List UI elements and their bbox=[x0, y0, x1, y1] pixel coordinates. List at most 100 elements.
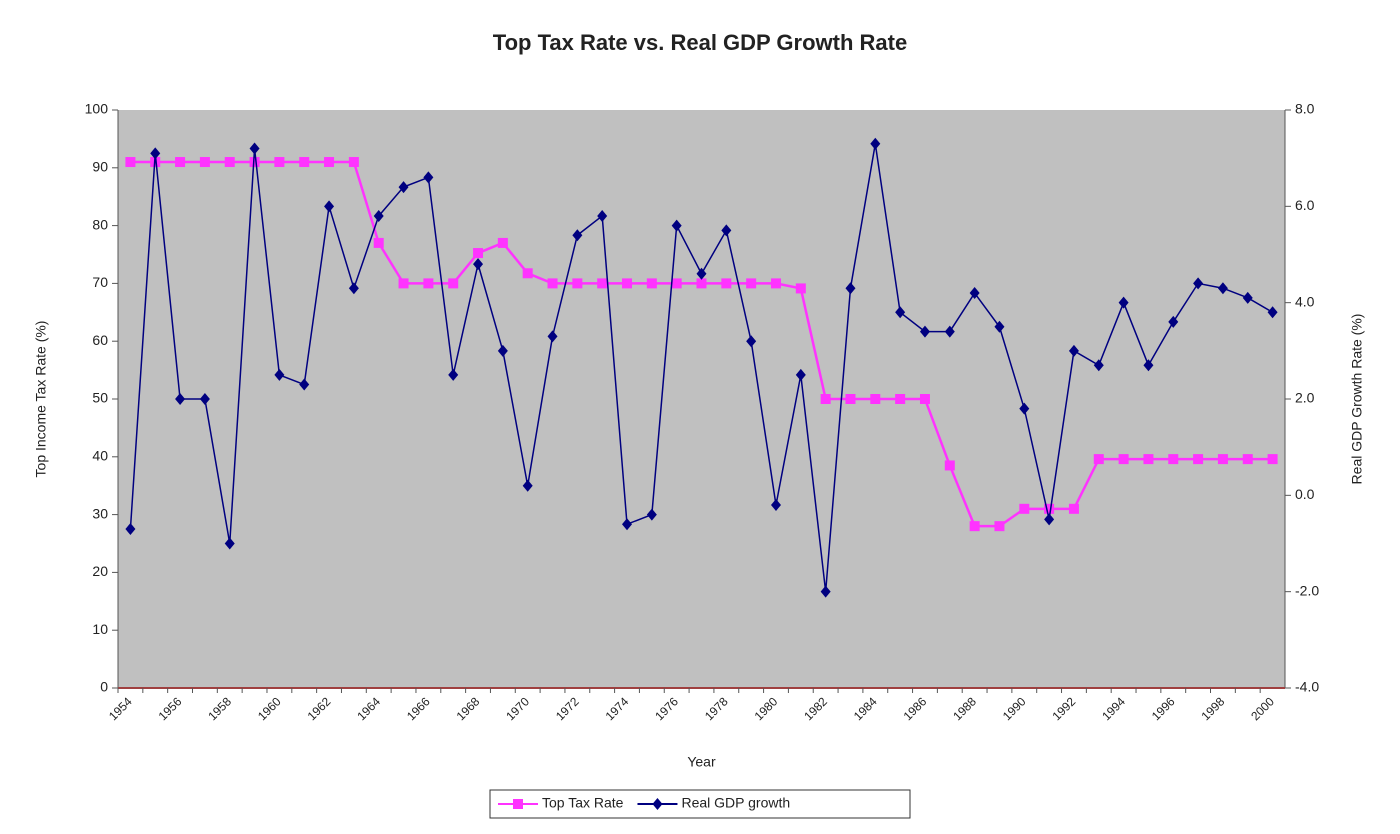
marker bbox=[1068, 503, 1079, 514]
x-tick-label: 1956 bbox=[156, 694, 185, 723]
marker bbox=[1093, 454, 1104, 465]
x-tick-label: 1984 bbox=[851, 694, 880, 723]
marker bbox=[1217, 282, 1228, 295]
marker bbox=[547, 278, 558, 289]
marker bbox=[324, 200, 335, 213]
marker bbox=[820, 394, 831, 404]
marker bbox=[1143, 454, 1154, 465]
marker bbox=[597, 209, 608, 222]
y2-tick-label: 8.0 bbox=[1295, 101, 1315, 117]
y2-axis-title: Real GDP Growth Rate (%) bbox=[1349, 314, 1365, 485]
marker bbox=[299, 157, 310, 168]
marker bbox=[522, 479, 533, 492]
marker bbox=[249, 142, 260, 155]
marker bbox=[398, 181, 409, 194]
marker bbox=[770, 278, 781, 289]
marker bbox=[199, 157, 210, 168]
y-tick-label: 40 bbox=[92, 448, 108, 464]
x-tick-label: 1982 bbox=[801, 694, 830, 723]
marker bbox=[746, 335, 757, 348]
marker bbox=[994, 521, 1005, 532]
y-tick-label: 70 bbox=[92, 274, 108, 290]
legend-box bbox=[489, 789, 911, 819]
x-tick-label: 1966 bbox=[404, 694, 433, 723]
x-tick-label: 1962 bbox=[305, 694, 334, 723]
x-tick-label: 1968 bbox=[454, 694, 483, 723]
marker bbox=[572, 278, 583, 289]
marker bbox=[870, 394, 881, 404]
marker bbox=[969, 521, 980, 532]
marker bbox=[671, 278, 682, 289]
marker bbox=[1019, 503, 1030, 514]
marker bbox=[1044, 503, 1055, 514]
legend-label: Top Tax Rate bbox=[542, 795, 624, 811]
marker bbox=[1267, 454, 1278, 465]
x-tick-label: 1990 bbox=[1000, 694, 1029, 723]
y2-tick-label: 4.0 bbox=[1295, 293, 1315, 309]
y-tick-label: 50 bbox=[92, 390, 108, 406]
plot-area bbox=[118, 110, 1285, 688]
y-tick-label: 90 bbox=[92, 159, 108, 175]
marker bbox=[373, 209, 384, 222]
legend: Top Tax Rate Real GDP growth bbox=[489, 789, 911, 819]
marker bbox=[175, 393, 186, 405]
marker bbox=[513, 799, 523, 809]
x-tick-label: 1958 bbox=[205, 694, 234, 723]
marker bbox=[845, 394, 856, 404]
marker bbox=[1193, 454, 1204, 465]
marker bbox=[1068, 344, 1079, 357]
marker bbox=[398, 278, 409, 289]
y-tick-label: 0 bbox=[100, 679, 108, 695]
marker bbox=[448, 278, 459, 289]
y-tick-label: 100 bbox=[85, 101, 109, 117]
x-tick-label: 1980 bbox=[752, 694, 781, 723]
x-tick-label: 1954 bbox=[106, 694, 135, 723]
marker bbox=[473, 248, 484, 259]
marker bbox=[1118, 454, 1129, 465]
marker bbox=[125, 157, 136, 168]
x-tick-label: 1986 bbox=[901, 694, 930, 723]
marker bbox=[199, 393, 210, 405]
marker bbox=[622, 518, 633, 531]
marker bbox=[1193, 277, 1204, 290]
marker bbox=[497, 237, 508, 248]
x-axis-title: Year bbox=[687, 754, 716, 770]
x-tick-label: 1974 bbox=[603, 694, 632, 723]
marker bbox=[150, 147, 161, 160]
marker bbox=[696, 278, 707, 289]
marker bbox=[1168, 454, 1179, 465]
marker bbox=[274, 368, 285, 381]
marker bbox=[1242, 291, 1253, 304]
marker bbox=[597, 278, 608, 289]
marker bbox=[572, 229, 583, 242]
marker bbox=[770, 498, 781, 511]
marker bbox=[870, 137, 881, 150]
y-tick-label: 10 bbox=[92, 621, 108, 637]
y2-tick-label: 6.0 bbox=[1295, 197, 1315, 213]
marker bbox=[746, 278, 757, 289]
marker bbox=[721, 224, 732, 237]
y-axis-title: Top Income Tax Rate (%) bbox=[33, 321, 49, 478]
marker bbox=[1217, 454, 1228, 465]
legend-label: Real GDP growth bbox=[681, 795, 790, 811]
x-tick-label: 1976 bbox=[652, 694, 681, 723]
x-tick-label: 1988 bbox=[950, 694, 979, 723]
marker bbox=[622, 278, 633, 289]
marker bbox=[348, 157, 359, 168]
marker bbox=[895, 306, 906, 319]
marker bbox=[448, 368, 459, 381]
marker bbox=[845, 282, 856, 295]
marker bbox=[1093, 359, 1104, 372]
x-tick-label: 1996 bbox=[1149, 694, 1178, 723]
marker bbox=[1118, 296, 1129, 309]
marker bbox=[299, 378, 310, 391]
marker bbox=[522, 268, 533, 279]
marker bbox=[224, 537, 235, 550]
marker bbox=[1044, 513, 1055, 526]
marker bbox=[497, 344, 508, 357]
marker bbox=[1242, 454, 1253, 465]
marker bbox=[944, 460, 955, 471]
marker bbox=[1168, 315, 1179, 328]
marker bbox=[944, 325, 955, 338]
marker bbox=[547, 330, 558, 343]
